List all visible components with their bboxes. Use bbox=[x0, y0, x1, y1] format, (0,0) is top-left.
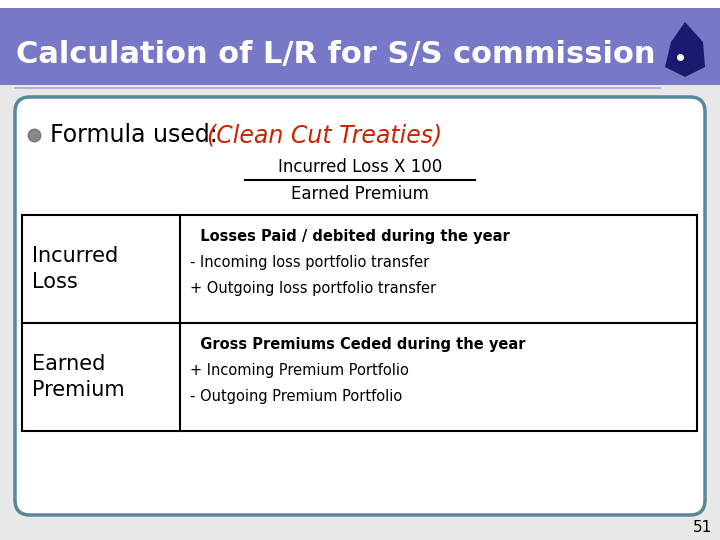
FancyBboxPatch shape bbox=[15, 97, 705, 515]
Text: Earned Premium: Earned Premium bbox=[291, 185, 429, 203]
Text: Incurred Loss X 100: Incurred Loss X 100 bbox=[278, 158, 442, 176]
Text: Incurred
Loss: Incurred Loss bbox=[32, 246, 118, 292]
Text: 51: 51 bbox=[693, 521, 711, 536]
Text: Calculation of L/R for S/S commission: Calculation of L/R for S/S commission bbox=[16, 40, 655, 70]
Text: Earned
Premium: Earned Premium bbox=[32, 354, 125, 400]
Polygon shape bbox=[665, 22, 705, 77]
Bar bbox=[22, 215, 697, 431]
Text: + Incoming Premium Portfolio: + Incoming Premium Portfolio bbox=[190, 363, 409, 379]
Text: Formula used:: Formula used: bbox=[50, 123, 225, 147]
Text: Losses Paid / debited during the year: Losses Paid / debited during the year bbox=[190, 230, 510, 245]
FancyBboxPatch shape bbox=[0, 0, 720, 85]
Text: - Incoming loss portfolio transfer: - Incoming loss portfolio transfer bbox=[190, 255, 429, 271]
Text: Gross Premiums Ceded during the year: Gross Premiums Ceded during the year bbox=[190, 338, 526, 353]
Text: - Outgoing Premium Portfolio: - Outgoing Premium Portfolio bbox=[190, 389, 402, 404]
Bar bbox=[0, 0, 720, 8]
Text: + Outgoing loss portfolio transfer: + Outgoing loss portfolio transfer bbox=[190, 281, 436, 296]
Text: (Clean Cut Treaties): (Clean Cut Treaties) bbox=[207, 123, 442, 147]
